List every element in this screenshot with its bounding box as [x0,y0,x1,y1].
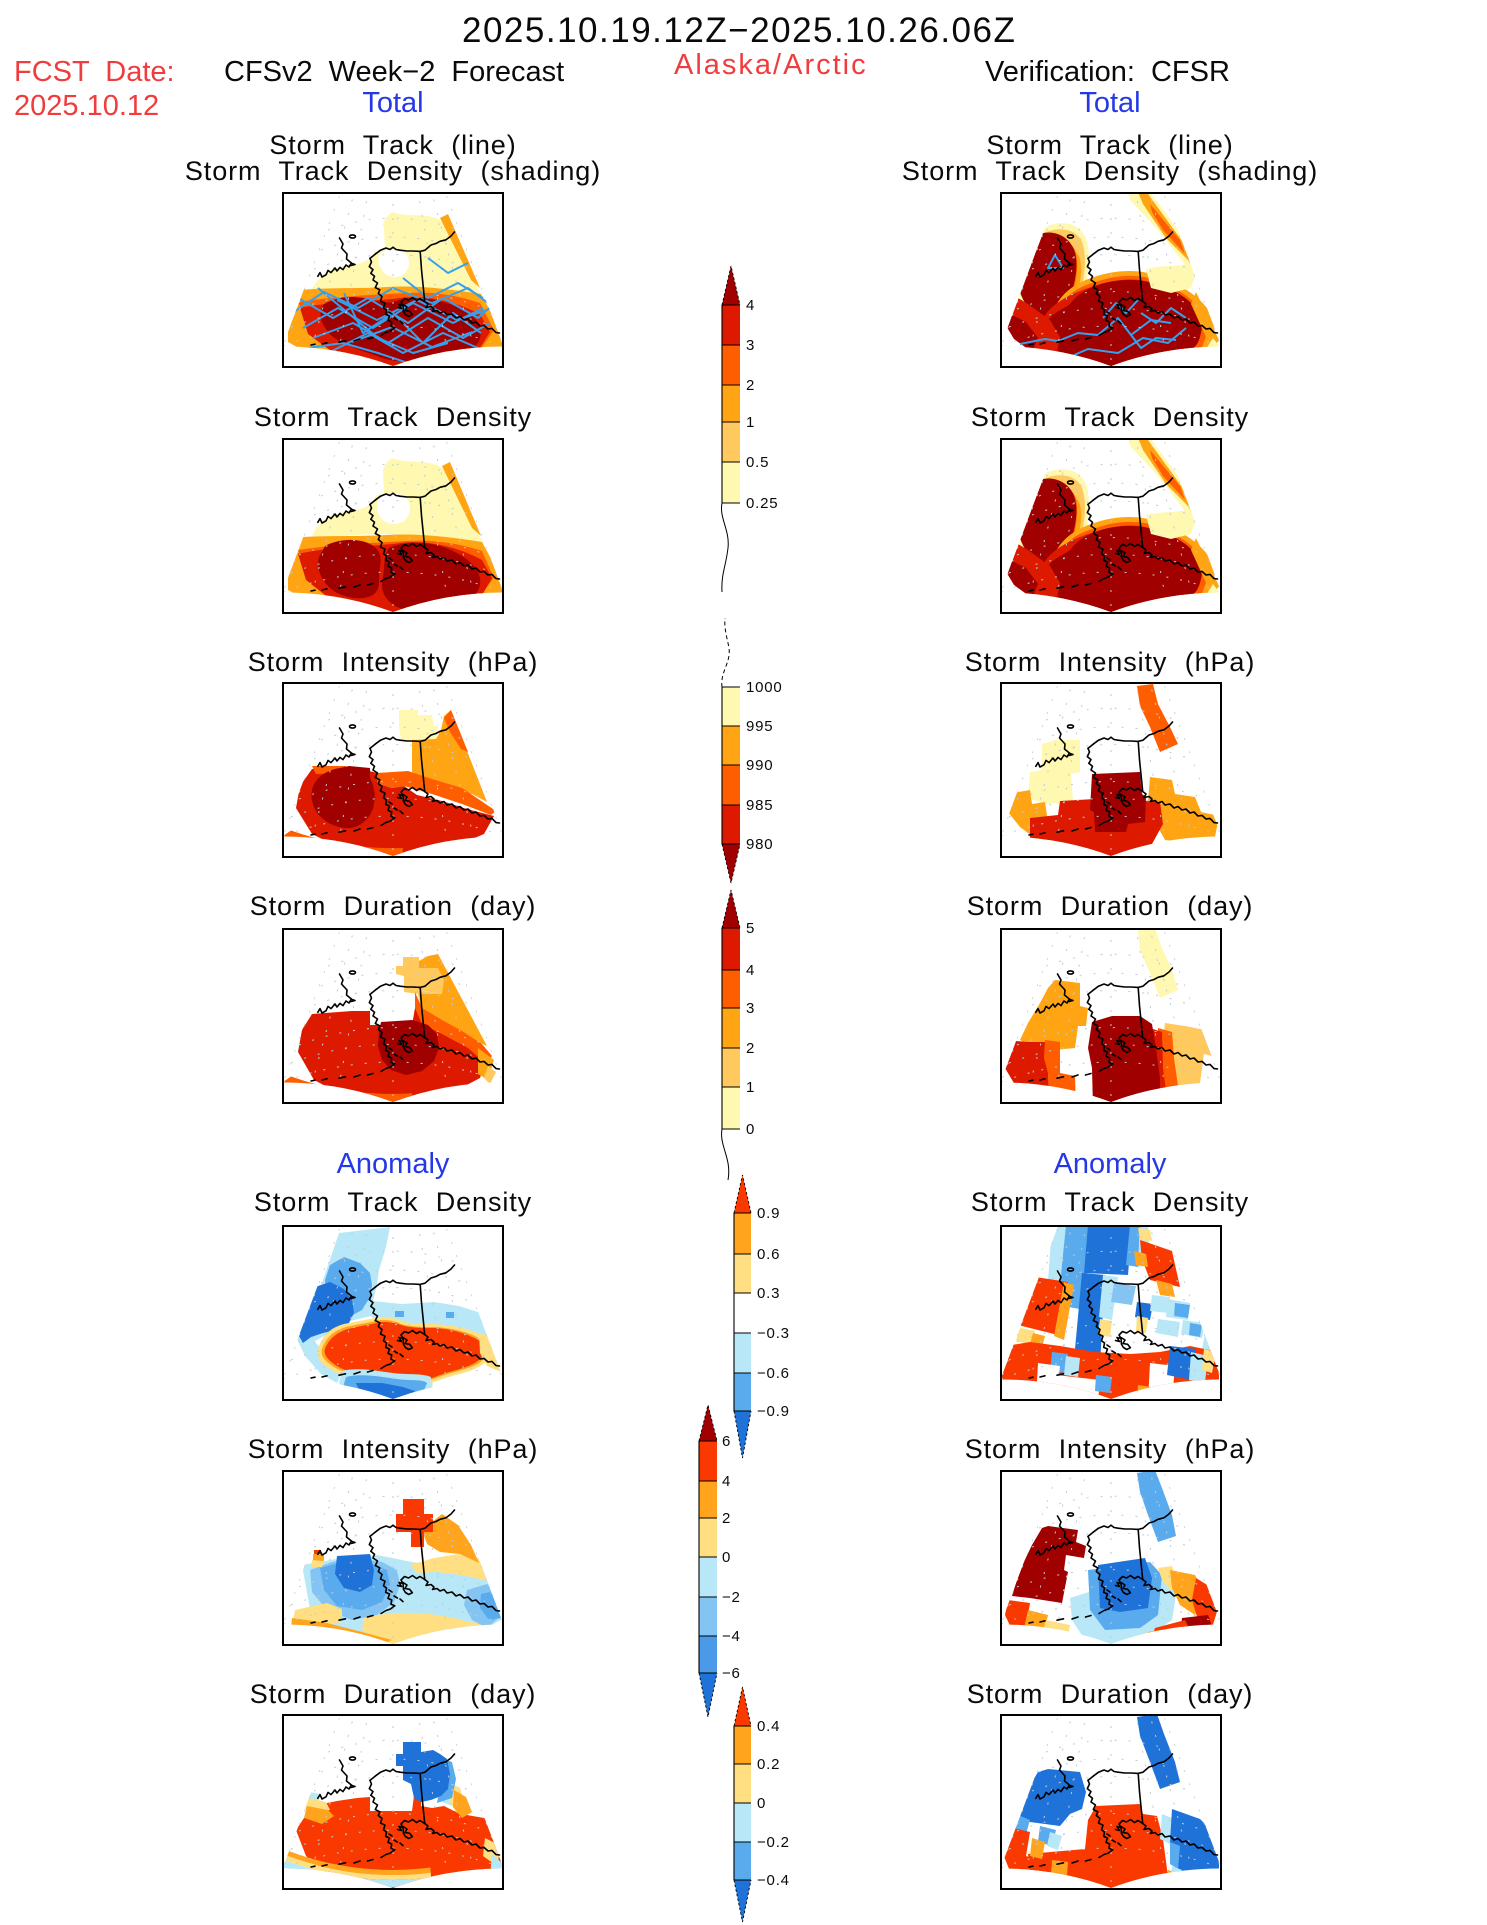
svg-text:4: 4 [746,962,755,979]
svg-text:0: 0 [722,1549,731,1566]
svg-text:0.6: 0.6 [757,1246,780,1263]
svg-text:1: 1 [746,414,755,431]
svg-text:0: 0 [746,1121,755,1138]
svg-text:−6: −6 [722,1665,741,1682]
svg-text:2: 2 [746,377,755,394]
svg-text:0.4: 0.4 [757,1718,780,1735]
svg-text:980: 980 [746,836,773,853]
svg-text:1000: 1000 [746,679,783,696]
svg-text:3: 3 [746,337,755,354]
svg-text:4: 4 [746,297,755,314]
svg-text:6: 6 [722,1433,731,1450]
svg-text:2: 2 [746,1040,755,1057]
svg-text:−0.2: −0.2 [757,1834,790,1851]
svg-text:0: 0 [757,1795,766,1812]
svg-text:995: 995 [746,718,773,735]
svg-text:2: 2 [722,1510,731,1527]
svg-text:−4: −4 [722,1628,741,1645]
svg-text:−0.3: −0.3 [757,1325,790,1342]
svg-text:0.25: 0.25 [746,495,778,512]
svg-text:3: 3 [746,1000,755,1017]
svg-text:5: 5 [746,920,755,937]
svg-text:990: 990 [746,757,773,774]
svg-text:−0.6: −0.6 [757,1365,790,1382]
svg-text:0.9: 0.9 [757,1205,780,1222]
svg-text:−2: −2 [722,1589,741,1606]
svg-text:0.3: 0.3 [757,1285,780,1302]
svg-text:−0.4: −0.4 [757,1872,790,1889]
svg-text:985: 985 [746,797,773,814]
svg-text:4: 4 [722,1473,731,1490]
svg-text:1: 1 [746,1079,755,1096]
svg-text:0.2: 0.2 [757,1756,780,1773]
svg-text:−0.9: −0.9 [757,1403,790,1420]
svg-text:0.5: 0.5 [746,454,769,471]
